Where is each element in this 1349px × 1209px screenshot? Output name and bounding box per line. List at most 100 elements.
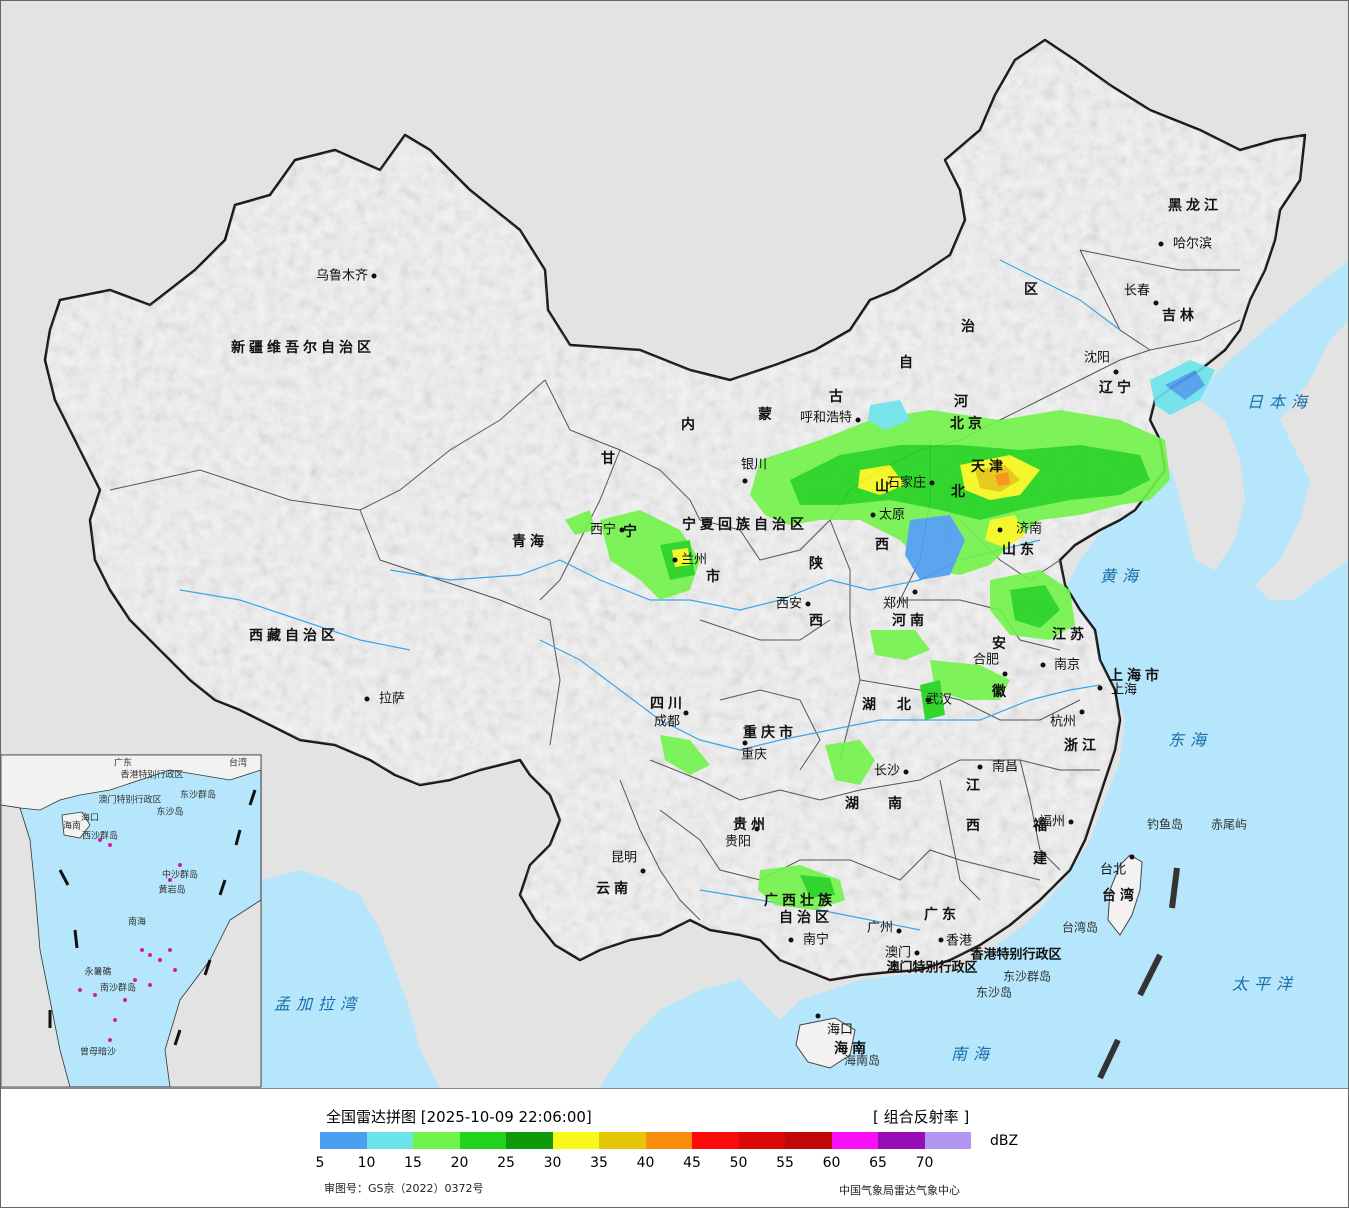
sea-label: 南海 [951,1045,995,1064]
city-label: 呼和浩特 [800,411,852,426]
sea-label: 东海 [1168,731,1212,750]
city-label: 长沙 [874,764,900,779]
inset-label: 广东 [114,757,132,769]
sea-label: 孟加拉湾 [274,995,362,1014]
province-label: 西藏自治区 [249,627,339,644]
special-region-label: 香港特别行政区 [969,947,1061,963]
city-dot [997,527,1003,533]
legend-panel: 全国雷达拼图 [2025-10-09 22:06:00] [ 组合反射率 ] d… [0,1088,1349,1209]
color-swatch [831,1132,878,1149]
sea-east [600,260,1349,1088]
city-dot [1002,671,1008,677]
city-label: 拉萨 [379,692,405,707]
city-label: 成都 [654,715,680,730]
city-dot [742,478,748,484]
city-dot [683,710,689,716]
province-label: 辽宁 [1099,379,1135,396]
color-scale-tick: 20 [450,1155,469,1171]
color-swatch [320,1132,367,1149]
city-label: 石家庄 [887,475,926,491]
city-label: 香港 [946,934,972,949]
city-label: 贵阳 [725,835,751,850]
city-label: 太原 [879,508,905,523]
city-dot [619,527,625,533]
city-dot [896,928,902,934]
city-dot [371,273,377,279]
province-label: 云南 [596,880,632,897]
city-dot [938,937,944,943]
inset-label: 海口 [81,812,99,824]
province-label: 自 [899,354,917,371]
province-label: 安 [992,635,1010,652]
dash-segments [1097,867,1180,1080]
legend-title: 全国雷达拼图 [2025-10-09 22:06:00] [326,1108,592,1126]
color-swatch [552,1132,599,1149]
color-swatch [366,1132,413,1149]
city-label: 福州 [1039,815,1065,830]
province-label: 上海市 [1109,667,1163,684]
city-label: 广州 [867,921,893,936]
province-label: 徽 [991,683,1010,700]
color-swatch [878,1132,925,1149]
city-dot [1079,709,1085,715]
city-label: 南昌 [992,759,1018,775]
legend-unit: dBZ [990,1133,1019,1149]
city-dot [903,769,909,775]
color-scale-tick: 15 [404,1155,422,1171]
province-label: 四川 [650,696,686,712]
color-scale-tick: 5 [315,1155,325,1171]
province-label: 河 [954,393,972,410]
province-label: 宁夏回族自治区 [682,516,808,533]
japan [1255,320,1349,600]
city-dot [855,417,861,423]
sea-label: 太平洋 [1232,975,1298,994]
color-swatch [413,1132,460,1149]
city-label: 兰州 [681,553,707,568]
city-label: 哈尔滨 [1173,236,1212,252]
city-dot [754,826,760,832]
city-dot [925,697,931,703]
city-label: 澳门 [885,945,911,961]
color-scale-tick: 40 [636,1155,655,1171]
province-label: 陕 [809,555,827,572]
color-scale-tick: 65 [869,1155,887,1171]
province-label: 内 [681,416,699,433]
color-scale-tick: 30 [543,1155,562,1171]
province-label: 古 [829,388,847,405]
city-label: 南宁 [803,932,829,948]
inset-label: 西沙群岛 [82,830,118,842]
city-label: 重庆 [741,747,767,763]
city-label: 武汉 [926,693,952,708]
province-label: 贵州 [733,816,769,833]
province-label: 天津 [971,458,1007,475]
agency-credit: 中国气象局雷达气象中心 [839,1184,960,1197]
city-dot [640,868,646,874]
city-label: 郑州 [883,597,909,612]
color-scale-tick: 55 [776,1155,794,1171]
province-label: 西 [875,537,893,553]
city-label: 昆明 [611,851,637,866]
province-label: 吉林 [1162,307,1198,324]
city-label: 济南 [1016,521,1042,537]
city-dot [1068,819,1074,825]
province-label: 北 [951,484,969,500]
city-label: 杭州 [1050,715,1076,730]
south-china-sea-inset[interactable] [0,754,262,1088]
sea-bengal [262,870,440,1088]
city-dot [1158,241,1164,247]
city-dot [929,480,935,486]
province-label: 新疆维吾尔自治区 [231,339,375,356]
city-dot [364,696,370,702]
city-dot [870,512,876,518]
inset-label: 南海 [128,916,146,928]
color-swatch [506,1132,553,1149]
city-label: 台北 [1100,863,1126,878]
color-scale-tick: 35 [590,1155,608,1171]
province-label: 建 [1033,850,1051,867]
taiwan-island [1107,854,1143,936]
inset-label: 永暑礁 [84,966,111,978]
province-label: 黑龙江 [1168,197,1222,214]
inset-label: 南沙群岛 [100,982,136,994]
